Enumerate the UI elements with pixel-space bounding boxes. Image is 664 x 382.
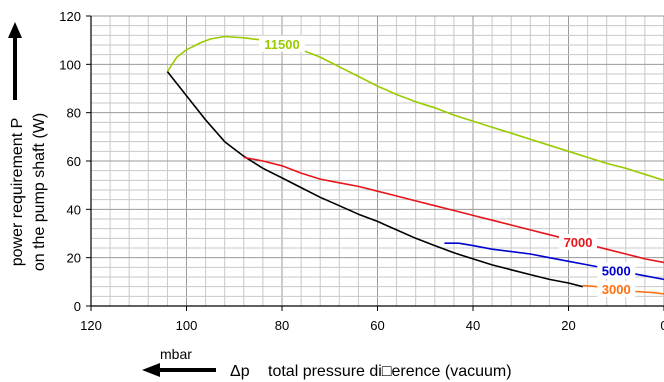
y-axis-title-line1: power requirement P	[9, 118, 26, 267]
series-label-bg	[597, 281, 636, 298]
x-axis-title: total pressure di□erence (vacuum)	[268, 363, 512, 380]
series-label-bg	[559, 233, 598, 250]
y-tick-label: 120	[59, 9, 81, 24]
series-label-3000: 3000	[602, 282, 631, 297]
x-tick-label: 0	[660, 318, 664, 333]
x-tick-label: 60	[370, 318, 384, 333]
series-line-envelope	[166, 71, 584, 288]
series-label-11500: 11500	[264, 37, 299, 52]
x-tick-label: 40	[466, 318, 480, 333]
y-axis-title-line2: on the pump shaft (W)	[31, 113, 48, 271]
y-tick-label: 0	[74, 299, 81, 314]
series-label-bg	[259, 35, 305, 52]
y-axis-title: power requirement P on the pump shaft (W…	[9, 113, 48, 271]
y-axis-arrow	[8, 22, 22, 100]
y-tick-label: 40	[67, 202, 81, 217]
tick-labels: 0 20 40 60 80 100 120 120 100 80 60 40 20 0	[59, 9, 664, 333]
series-label-5000: 5000	[602, 263, 631, 278]
y-tick-label: 100	[59, 57, 81, 72]
x-tick-label: 120	[80, 318, 102, 333]
chart-axes	[86, 15, 664, 311]
x-axis-symbol: Δp	[230, 363, 250, 380]
x-axis-arrow	[142, 363, 216, 377]
x-tick-label: 100	[176, 318, 198, 333]
x-axis-unit: mbar	[160, 346, 192, 362]
x-tick-label: 80	[275, 318, 289, 333]
series-label-7000: 7000	[564, 235, 593, 250]
x-tick-label: 20	[561, 318, 575, 333]
y-tick-label: 80	[67, 106, 81, 121]
y-tick-label: 20	[67, 251, 81, 266]
series-label-bg	[597, 262, 636, 279]
series-line-11500	[166, 35, 664, 182]
y-tick-label: 60	[67, 154, 81, 169]
series-labels: 11500 7000 5000 3000	[259, 35, 636, 298]
